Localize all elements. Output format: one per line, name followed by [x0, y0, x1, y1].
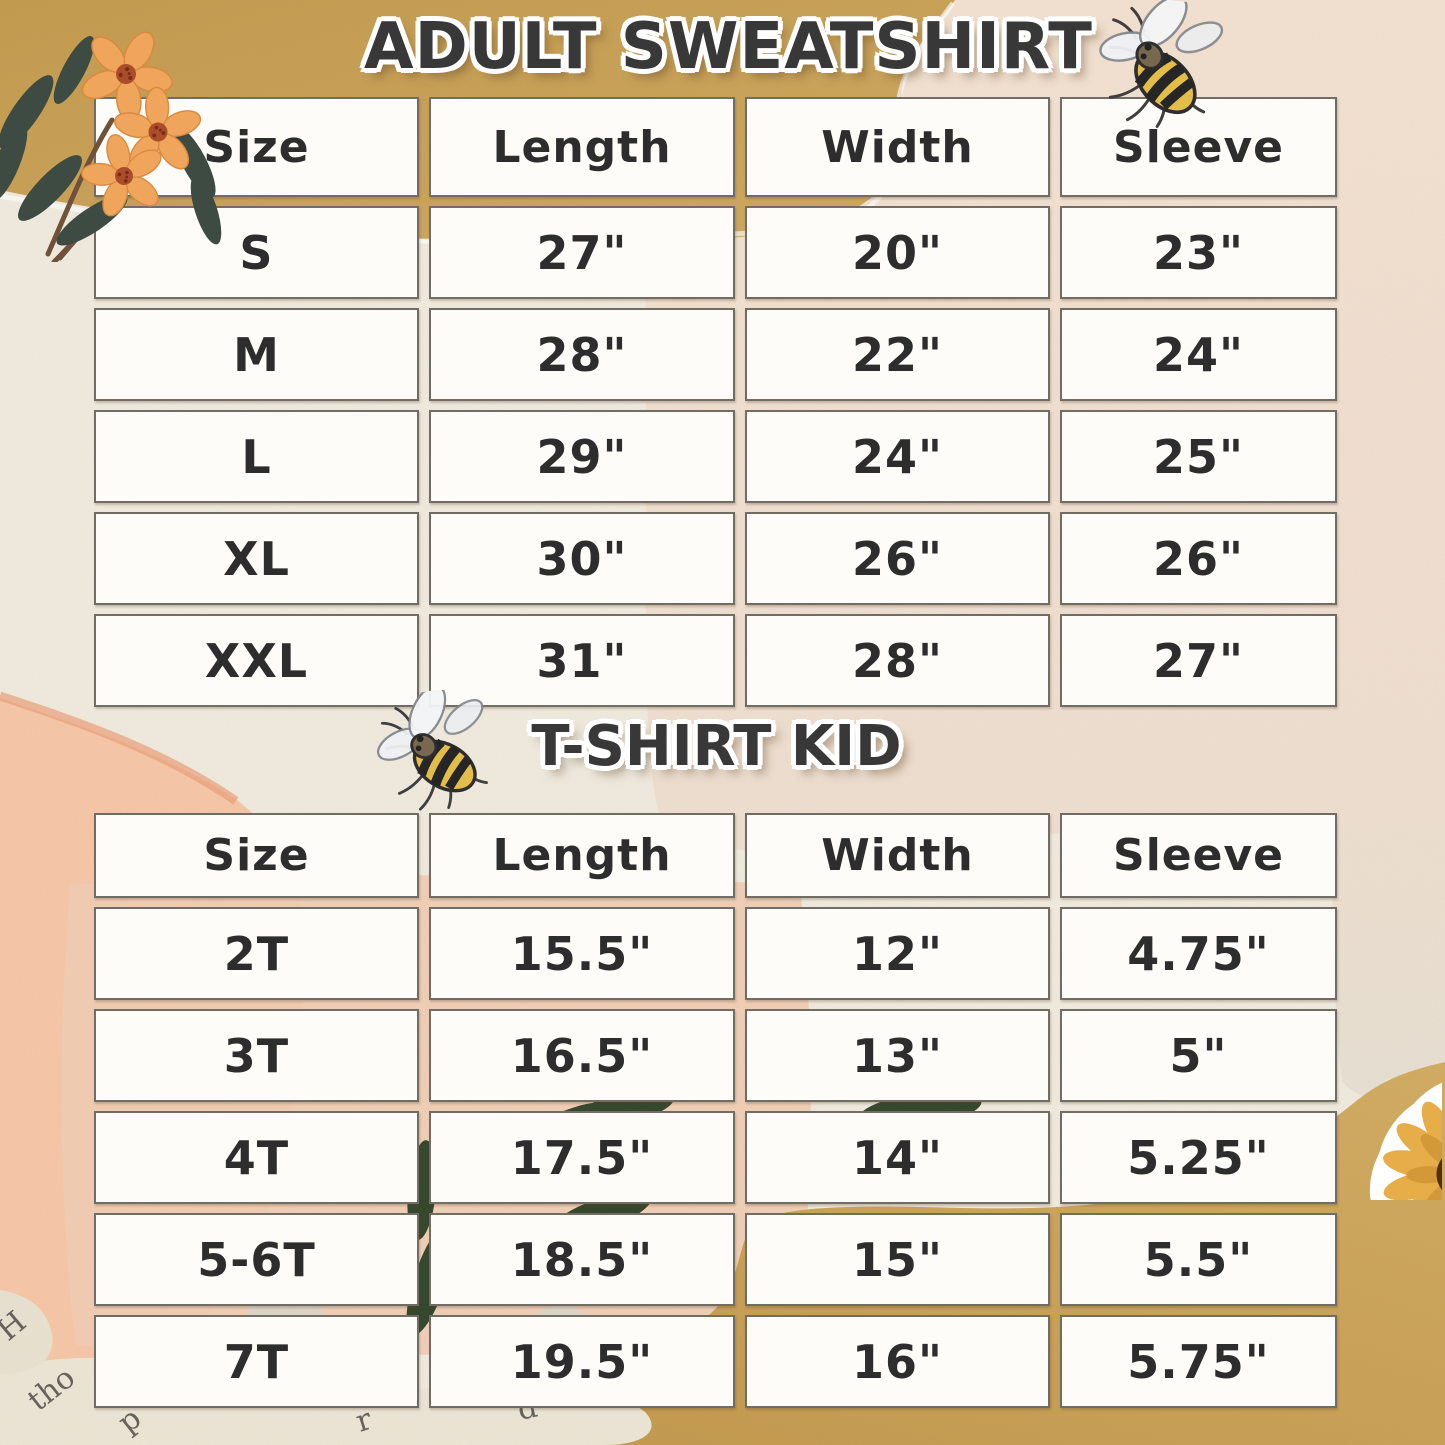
table-cell: 19.5": [429, 1315, 735, 1408]
table-cell: 15": [745, 1213, 1050, 1306]
table-cell: 22": [745, 308, 1050, 401]
table-cell: 7T: [94, 1315, 419, 1408]
table-cell: 17.5": [429, 1111, 735, 1204]
table-cell: 5": [1060, 1009, 1337, 1102]
table-cell: 20": [745, 206, 1050, 299]
table-cell: 29": [429, 410, 735, 503]
adult-sweatshirt-title: ADULT SWEATSHIRT: [364, 10, 1093, 84]
table-cell: 3T: [94, 1009, 419, 1102]
table-cell: 26": [1060, 512, 1337, 605]
kid-header-length: Length: [429, 813, 735, 898]
adult-header-width: Width: [745, 97, 1050, 197]
table-cell: L: [94, 410, 419, 503]
adult-header-length: Length: [429, 97, 735, 197]
table-cell: 26": [745, 512, 1050, 605]
table-cell: 12": [745, 907, 1050, 1000]
table-cell: 15.5": [429, 907, 735, 1000]
adult-header-size: Size: [94, 97, 419, 197]
table-cell: XL: [94, 512, 419, 605]
table-cell: 23": [1060, 206, 1337, 299]
table-cell: 27": [429, 206, 735, 299]
table-cell: 25": [1060, 410, 1337, 503]
table-cell: 30": [429, 512, 735, 605]
table-cell: 31": [429, 614, 735, 707]
table-cell: 4.75": [1060, 907, 1337, 1000]
table-cell: 5.75": [1060, 1315, 1337, 1408]
table-cell: M: [94, 308, 419, 401]
table-cell: 28": [745, 614, 1050, 707]
table-cell: 18.5": [429, 1213, 735, 1306]
kid-header-sleeve: Sleeve: [1060, 813, 1337, 898]
kid-header-width: Width: [745, 813, 1050, 898]
adult-header-sleeve: Sleeve: [1060, 97, 1337, 197]
adult-sweatshirt-table: Size Length Width Sleeve S 27" 20" 23" M…: [94, 97, 1337, 707]
table-cell: 27": [1060, 614, 1337, 707]
kid-header-size: Size: [94, 813, 419, 898]
table-cell: 24": [1060, 308, 1337, 401]
table-cell: S: [94, 206, 419, 299]
table-cell: 16.5": [429, 1009, 735, 1102]
table-cell: 2T: [94, 907, 419, 1000]
table-cell: 4T: [94, 1111, 419, 1204]
kid-tshirt-title: T-SHIRT KID: [531, 714, 902, 779]
table-cell: 13": [745, 1009, 1050, 1102]
kid-tshirt-table: Size Length Width Sleeve 2T 15.5" 12" 4.…: [94, 813, 1337, 1408]
table-cell: 5.25": [1060, 1111, 1337, 1204]
table-cell: 28": [429, 308, 735, 401]
table-cell: 5-6T: [94, 1213, 419, 1306]
table-cell: 16": [745, 1315, 1050, 1408]
table-cell: 24": [745, 410, 1050, 503]
table-cell: 5.5": [1060, 1213, 1337, 1306]
table-cell: XXL: [94, 614, 419, 707]
table-cell: 14": [745, 1111, 1050, 1204]
